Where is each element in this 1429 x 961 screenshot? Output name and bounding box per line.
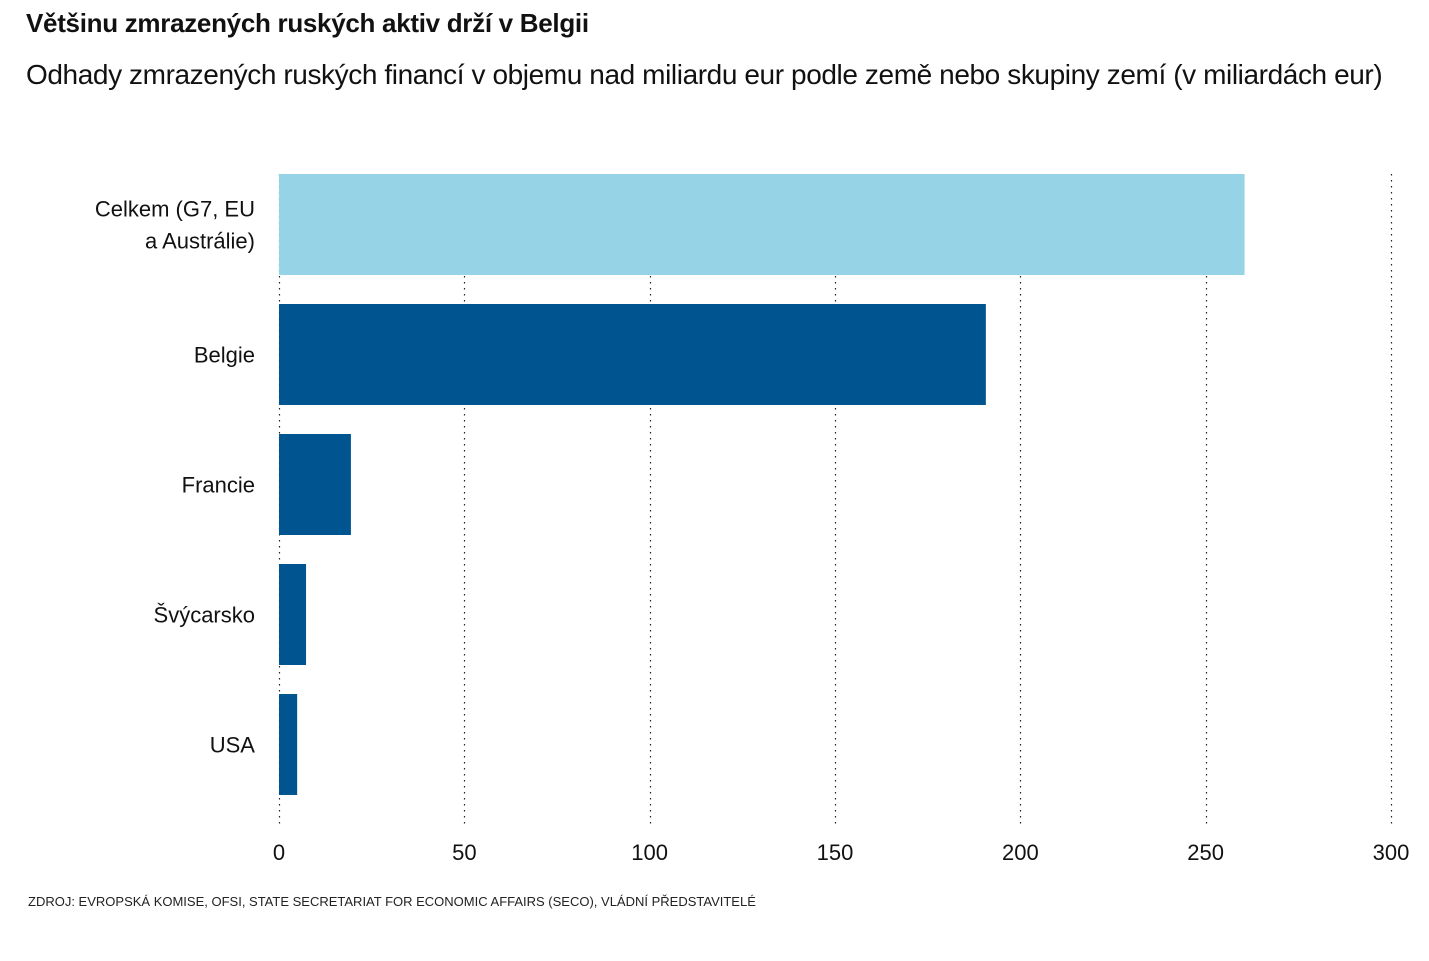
x-tick-label: 300	[1373, 840, 1410, 865]
chart-subtitle: Odhady zmrazených ruských financí v obje…	[26, 59, 1383, 90]
bar	[279, 304, 986, 405]
category-label: USA	[210, 733, 256, 758]
category-label: Celkem (G7, EU a Austrálie)	[95, 197, 255, 254]
category-label: Francie	[182, 473, 255, 498]
bar	[279, 694, 298, 795]
x-tick-label: 50	[452, 840, 476, 865]
chart-title: Většinu zmrazených ruských aktiv drží v …	[26, 8, 589, 38]
category-labels: Celkem (G7, EU a Austrálie) Belgie Francie Š…	[95, 197, 255, 758]
x-tick-label: 150	[817, 840, 854, 865]
x-tick-label: 250	[1187, 840, 1224, 865]
gridlines	[278, 174, 1393, 826]
source-note: ZDROJ: EVROPSKÁ KOMISE, OFSI, STATE SECR…	[28, 894, 756, 909]
category-label: Belgie	[194, 343, 255, 368]
x-tick-label: 200	[1002, 840, 1039, 865]
bar	[279, 174, 1245, 275]
bars	[279, 174, 1245, 795]
category-label: Švýcarsko	[154, 603, 255, 628]
x-tick-label: 100	[631, 840, 668, 865]
x-axis-ticks: 0 50 100 150 200 250 300	[273, 840, 1409, 865]
bar	[279, 564, 307, 665]
x-tick-label: 0	[273, 840, 285, 865]
bar	[279, 434, 351, 535]
